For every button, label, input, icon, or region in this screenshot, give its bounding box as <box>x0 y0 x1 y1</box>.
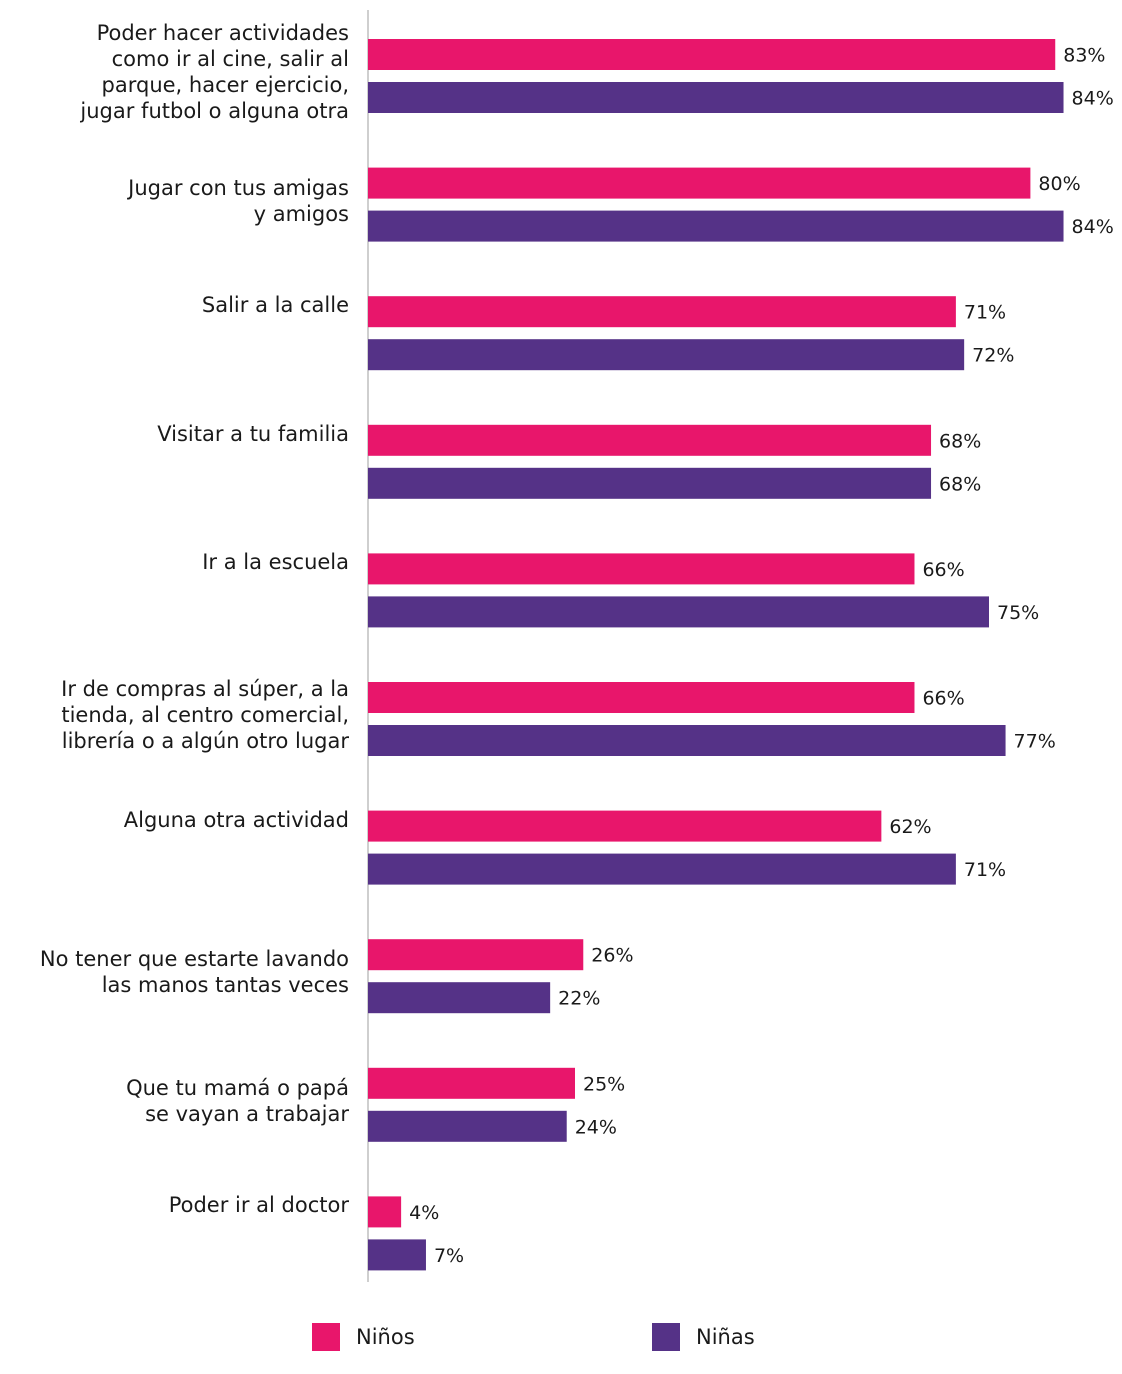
category-label-7: No tener que estarte lavando las manos ta… <box>40 946 349 998</box>
bar-ninos-3 <box>368 424 932 456</box>
category-label-1: Jugar con tus amigas y amigos <box>128 175 349 227</box>
value-label-ninas-4: 75% <box>997 602 1039 624</box>
bar-ninas-3 <box>368 467 932 499</box>
value-label-ninos-0: 83% <box>1063 45 1105 67</box>
value-label-ninos-4: 66% <box>922 559 964 581</box>
value-label-ninos-6: 62% <box>889 816 931 838</box>
value-label-ninas-1: 84% <box>1072 216 1114 238</box>
value-label-ninas-3: 68% <box>939 473 981 495</box>
legend-swatch-ninos <box>312 1323 340 1351</box>
category-label-line: Alguna otra actividad <box>123 807 349 832</box>
bar-ninas-4 <box>368 596 989 628</box>
category-label-line: Ir a la escuela <box>202 550 349 575</box>
bar-ninas-5 <box>368 725 1006 756</box>
value-label-ninas-0: 84% <box>1072 88 1114 110</box>
category-label-line: Jugar con tus amigas <box>128 175 349 200</box>
category-label-line: tienda, al centro comercial, <box>61 703 349 727</box>
legend-label-ninas: Niñas <box>696 1325 755 1349</box>
bar-ninas-7 <box>368 982 551 1014</box>
category-label-line: como ir al cine, salir al <box>111 47 349 71</box>
bars-group <box>368 39 1064 1271</box>
category-label-line: Salir a la calle <box>201 293 349 318</box>
value-labels-group: 83% 84% 80% 84% 71% 72% 68% 68% 66% 75% 66% 77% 62% 7… <box>409 45 1114 1267</box>
category-label-line: librería o a algún otro lugar <box>61 729 349 753</box>
category-label-6: Alguna otra actividad <box>124 807 349 833</box>
bar-ninos-1 <box>368 167 1031 199</box>
category-label-4: Ir a la escuela <box>202 549 349 575</box>
category-label-9: Poder ir al doctor <box>169 1192 349 1218</box>
value-label-ninos-9: 4% <box>409 1202 439 1224</box>
bar-ninos-9 <box>368 1196 402 1228</box>
value-label-ninos-8: 25% <box>583 1073 625 1095</box>
value-label-ninos-7: 26% <box>591 945 633 967</box>
category-label-line: Ir de compras al súper, a la <box>61 677 349 701</box>
value-label-ninas-8: 24% <box>575 1116 617 1138</box>
legend-swatch-ninas <box>652 1323 680 1351</box>
legend-item-ninas: Niñas <box>652 1322 755 1352</box>
value-label-ninos-5: 66% <box>922 688 964 710</box>
category-label-2: Salir a la calle <box>202 292 349 318</box>
category-label-0: Poder hacer actividades como ir al cine, … <box>80 20 349 124</box>
category-label-line: Poder hacer actividades <box>96 21 349 45</box>
category-label-line: Poder ir al doctor <box>168 1193 349 1218</box>
legend-item-ninos: Niños <box>312 1322 415 1352</box>
category-label-line: se vayan a trabajar <box>145 1101 349 1126</box>
value-label-ninas-7: 22% <box>558 988 600 1010</box>
bar-ninas-0 <box>368 82 1064 113</box>
legend-label-ninos: Niños <box>356 1325 415 1349</box>
bar-ninos-0 <box>368 39 1056 70</box>
value-label-ninas-2: 72% <box>972 345 1014 367</box>
category-label-line: las manos tantas veces <box>101 973 349 998</box>
bar-ninos-4 <box>368 553 915 585</box>
bar-ninos-6 <box>368 810 882 842</box>
bar-ninas-8 <box>368 1110 567 1142</box>
category-label-3: Visitar a tu familia <box>157 421 349 447</box>
value-label-ninas-9: 7% <box>434 1245 464 1267</box>
value-label-ninas-6: 71% <box>964 859 1006 881</box>
value-label-ninas-5: 77% <box>1014 731 1056 753</box>
bar-ninos-7 <box>368 939 584 971</box>
category-label-line: Que tu mamá o papá <box>126 1075 349 1100</box>
category-label-line: No tener que estarte lavando <box>39 947 349 972</box>
bar-ninas-9 <box>368 1239 426 1271</box>
bar-ninas-1 <box>368 210 1064 242</box>
bar-ninos-2 <box>368 296 956 328</box>
category-label-line: y amigos <box>253 201 349 226</box>
bar-ninas-6 <box>368 853 956 885</box>
category-label-line: jugar futbol o alguna otra <box>80 99 349 123</box>
value-label-ninos-3: 68% <box>939 430 981 452</box>
bar-ninos-5 <box>368 682 915 713</box>
bar-ninas-2 <box>368 339 965 371</box>
category-label-8: Que tu mamá o papá se vayan a trabajar <box>126 1075 349 1127</box>
category-label-line: parque, hacer ejercicio, <box>101 73 349 97</box>
value-label-ninos-2: 71% <box>964 302 1006 324</box>
bar-ninos-8 <box>368 1067 575 1099</box>
category-label-5: Ir de compras al súper, a la tienda, al c… <box>61 676 349 754</box>
value-label-ninos-1: 80% <box>1038 173 1080 195</box>
category-label-line: Visitar a tu familia <box>157 421 349 446</box>
